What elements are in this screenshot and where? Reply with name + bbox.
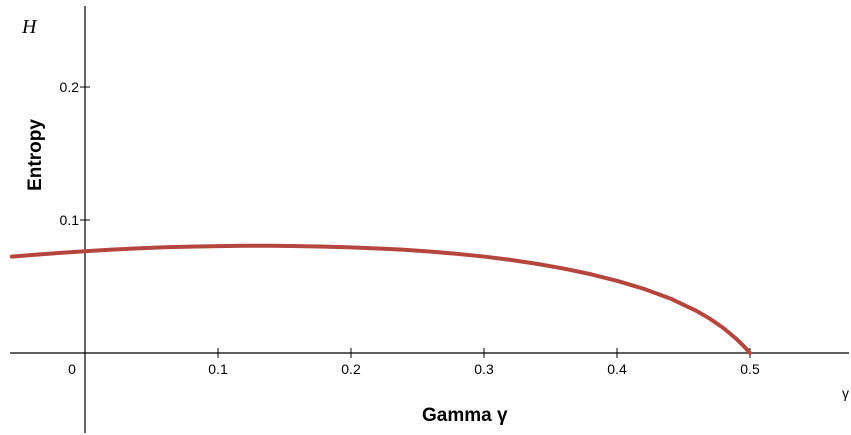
x-tick-label: 0.4 [607, 361, 627, 377]
x-tick-label: 0.3 [474, 361, 494, 377]
series-layer [9, 243, 752, 355]
y-axis-title: Entropy [25, 119, 46, 191]
x-tick-label: 0.2 [341, 361, 361, 377]
x-tick-label: 0 [68, 361, 76, 377]
x-ticks: 0 0.1 0.2 0.3 0.4 0.5 [68, 348, 760, 377]
x-tick-label: 0.5 [740, 361, 760, 377]
y-tick-label: 0.1 [60, 212, 80, 228]
y-axis-symbol: H [21, 16, 38, 38]
x-axis-symbol: γ [842, 385, 849, 401]
y-ticks: 0.1 0.2 [60, 79, 90, 228]
y-tick-label: 0.2 [60, 79, 80, 95]
series-line [9, 243, 752, 355]
x-tick-label: 0.1 [208, 361, 228, 377]
x-axis-title: Gamma γ [422, 405, 508, 426]
